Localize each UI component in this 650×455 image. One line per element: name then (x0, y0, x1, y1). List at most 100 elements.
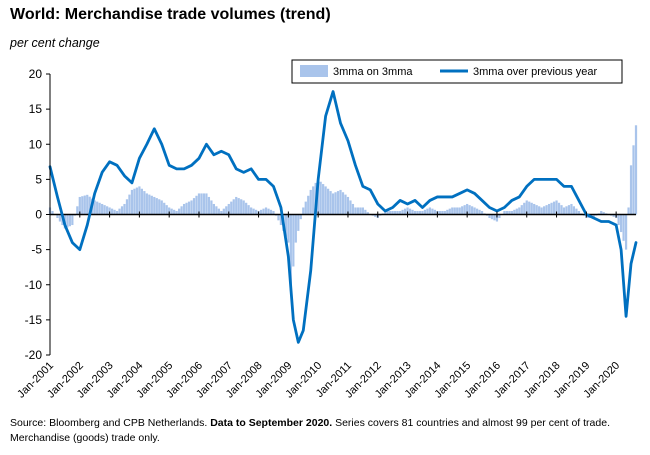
bar-mark (428, 207, 432, 215)
bar-mark (451, 207, 454, 215)
bar-mark (463, 205, 466, 215)
legend-swatch-bars (300, 65, 328, 77)
bar-mark (411, 209, 414, 215)
bar-mark (207, 196, 211, 215)
bar-mark (401, 209, 404, 215)
bar-mark (252, 208, 255, 215)
source-note: Source: Bloomberg and CPB Netherlands. D… (10, 416, 640, 446)
bar-mark (431, 208, 434, 215)
bar-mark (426, 208, 429, 215)
bar-mark (250, 207, 253, 215)
bar-mark (140, 188, 143, 215)
bar-mark (240, 199, 243, 215)
bar-mark (101, 203, 104, 215)
bar-mark (466, 203, 469, 215)
bar-mark (520, 205, 523, 215)
bar-mark (334, 192, 337, 215)
bar-mark (277, 214, 280, 221)
y-tick-label: 0 (35, 208, 42, 222)
bar-mark (225, 206, 228, 215)
bar-mark (247, 205, 250, 215)
x-axis-ticks: Jan-2001Jan-2002Jan-2003Jan-2004Jan-2005… (15, 211, 622, 401)
bar-mark (118, 208, 121, 215)
y-tick-label: -15 (25, 313, 43, 327)
bar-mark (433, 209, 436, 215)
bar-mark (262, 208, 265, 215)
bar-mark (619, 214, 623, 233)
bar-mark (51, 210, 54, 215)
bar-mark (480, 210, 484, 215)
bar-mark (557, 202, 561, 215)
bar-mark (163, 202, 166, 215)
bar-mark (120, 206, 124, 215)
bar-mark (329, 191, 332, 215)
bar-series-3mma-on-3mma (48, 125, 638, 291)
bar-mark (394, 210, 397, 215)
bar-mark (215, 206, 218, 215)
bar-mark (545, 205, 548, 215)
bar-mark (175, 210, 178, 215)
bar-mark (416, 210, 419, 215)
bar-mark (88, 196, 91, 215)
bar-mark (344, 194, 347, 215)
bar-mark (324, 186, 327, 215)
bar-mark (632, 145, 635, 215)
bar-mark (168, 207, 171, 215)
source-data-note: Data to September 2020. (210, 417, 333, 429)
bar-mark (180, 206, 183, 215)
bar-mark (178, 208, 181, 215)
bar-mark (528, 201, 531, 215)
bar-mark (56, 214, 59, 219)
bar-mark (627, 207, 630, 215)
bar-mark (232, 199, 235, 215)
bar-mark (552, 201, 556, 215)
bar-mark (495, 214, 499, 222)
y-axis-label: per cent change (10, 36, 100, 50)
bar-mark (158, 199, 161, 215)
bar-mark (361, 207, 364, 215)
bar-mark (230, 201, 233, 215)
bar-mark (160, 200, 163, 215)
bar-mark (205, 193, 208, 215)
line-series-path (48, 90, 638, 344)
bar-mark (336, 191, 340, 215)
bar-mark (254, 209, 258, 215)
bar-mark (555, 200, 558, 215)
bar-mark (600, 210, 603, 215)
bar-mark (220, 210, 223, 215)
bar-mark (468, 205, 471, 215)
bar-mark (312, 186, 315, 215)
bar-mark (264, 207, 268, 215)
bar-mark (125, 199, 129, 215)
bar-mark (456, 207, 459, 215)
bar-mark (297, 214, 300, 231)
bar-mark (386, 210, 389, 215)
bar-mark (629, 165, 633, 215)
bar-mark (624, 214, 628, 250)
bar-mark (217, 208, 220, 215)
bar-mark (533, 203, 536, 215)
bar-mark (505, 210, 508, 215)
bar-mark (592, 214, 595, 219)
bar-mark (153, 196, 156, 215)
bar-mark (155, 198, 158, 215)
y-tick-label: 10 (29, 137, 43, 151)
bar-mark (326, 188, 330, 215)
bar-mark (115, 210, 119, 215)
bar-mark (391, 210, 394, 215)
bar-mark (106, 206, 109, 215)
bar-mark (304, 201, 307, 215)
bar-mark (418, 210, 422, 215)
legend: 3mma on 3mma 3mma over previous year (291, 59, 623, 84)
bar-mark (81, 196, 84, 215)
bar-mark (170, 208, 173, 215)
bar-mark (513, 209, 516, 215)
bar-mark (98, 202, 101, 215)
bar-mark (113, 209, 116, 215)
bar-mark (567, 205, 571, 215)
bar-mark (185, 202, 188, 215)
bar-mark (108, 207, 111, 215)
bar-mark (540, 207, 543, 215)
bar-mark (384, 210, 387, 215)
bar-mark (634, 125, 638, 215)
